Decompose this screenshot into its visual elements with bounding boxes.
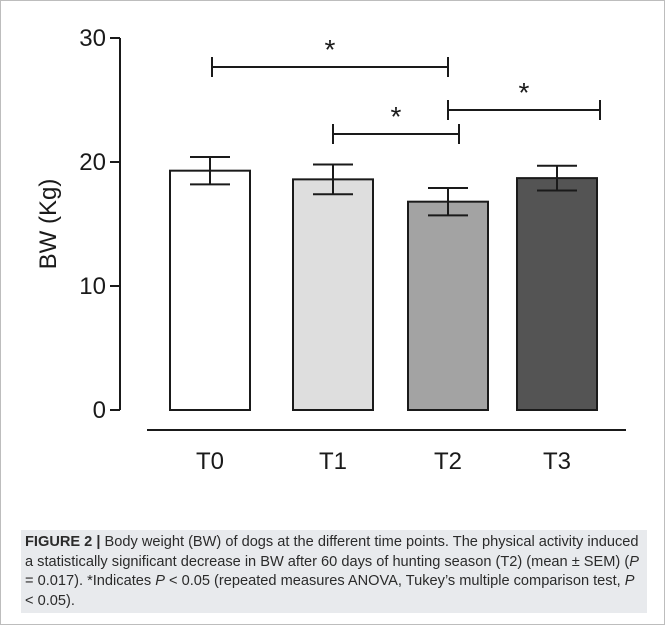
y-tick-label: 10: [79, 273, 106, 300]
significance-star: *: [519, 77, 530, 108]
significance-star: *: [325, 34, 336, 65]
y-axis-title: BW (Kg): [35, 179, 62, 270]
caption-segment: < 0.05 (repeated measures ANOVA, Tukey’s…: [164, 573, 625, 589]
figure-caption: FIGURE 2 | Body weight (BW) of dogs at t…: [25, 533, 643, 611]
figure-label: FIGURE 2 |: [25, 534, 101, 550]
caption-italic-p: P: [629, 553, 639, 570]
bar-chart: * * * 0 10 20 30 T0 T1 T2 T3 BW (Kg): [35, 25, 626, 475]
bar: [292, 178, 374, 411]
error-bars: [190, 156, 577, 217]
y-tick-label: 0: [93, 397, 106, 424]
x-tick-label: T3: [543, 448, 571, 475]
tick-labels: 0 10 20 30 T0 T1 T2 T3: [79, 25, 571, 475]
significance-star: *: [391, 101, 402, 132]
y-tick-label: 20: [79, 149, 106, 176]
caption-italic-p: P: [155, 573, 165, 589]
x-tick-label: T0: [196, 448, 224, 475]
bar: [169, 169, 251, 411]
caption-segment: Body weight (BW) of dogs at the differen…: [25, 534, 639, 570]
bar: [407, 200, 489, 411]
caption-segment: < 0.05).: [25, 592, 75, 609]
caption-italic-p: P: [624, 573, 635, 589]
caption-background: [21, 530, 647, 613]
caption-text: Body weight (BW) of dogs at the differen…: [25, 534, 639, 609]
caption-segment: = 0.017). *Indicates: [25, 573, 156, 589]
bar: [516, 177, 598, 411]
x-tick-label: T2: [434, 448, 462, 475]
y-tick-label: 30: [79, 25, 106, 52]
bars: [169, 169, 598, 411]
significance-brackets: * * *: [211, 34, 601, 144]
x-tick-label: T1: [319, 448, 347, 475]
axes: [110, 37, 626, 431]
